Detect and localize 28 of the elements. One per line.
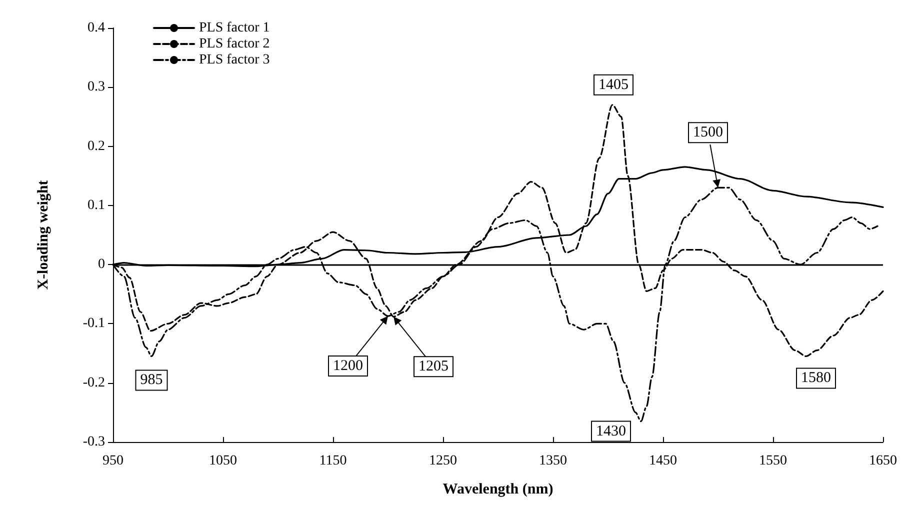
y-tick-label: -0.1	[82, 316, 105, 332]
legend-label: PLS factor 1	[199, 20, 270, 36]
annotation: 1580	[801, 370, 831, 386]
annotation: 1430	[596, 423, 626, 440]
x-tick-label: 1050	[209, 454, 237, 468]
x-tick-label: 1650	[869, 454, 897, 468]
y-axis-title: X-loading weight	[36, 180, 52, 290]
x-tick-label: 1250	[429, 454, 457, 468]
y-tick-label: 0.2	[88, 138, 105, 154]
annotation: 1200	[333, 358, 363, 374]
x-tick-label: 1450	[649, 454, 677, 468]
y-tick-label: -0.2	[82, 375, 105, 390]
x-tick-label: 1550	[759, 454, 787, 468]
y-tick-label: 0	[98, 257, 105, 272]
y-tick-label: -0.3	[82, 434, 105, 450]
y-tick-label: 0.1	[88, 198, 105, 213]
annotation: 1205	[418, 358, 448, 375]
x-tick-label: 1150	[319, 454, 347, 468]
y-tick-label: 0.3	[88, 80, 105, 95]
x-tick-label: 950	[102, 454, 124, 468]
annotation: 1500	[693, 124, 723, 141]
x-axis-title: Wavelength (nm)	[442, 482, 554, 498]
legend-label: PLS factor 3	[199, 52, 270, 68]
y-tick-label: 0.4	[88, 20, 105, 36]
x-tick-label: 1350	[539, 454, 567, 468]
annotation: 1405	[598, 76, 628, 93]
legend-label: PLS factor 2	[199, 36, 270, 52]
annotation: 985	[140, 372, 163, 388]
